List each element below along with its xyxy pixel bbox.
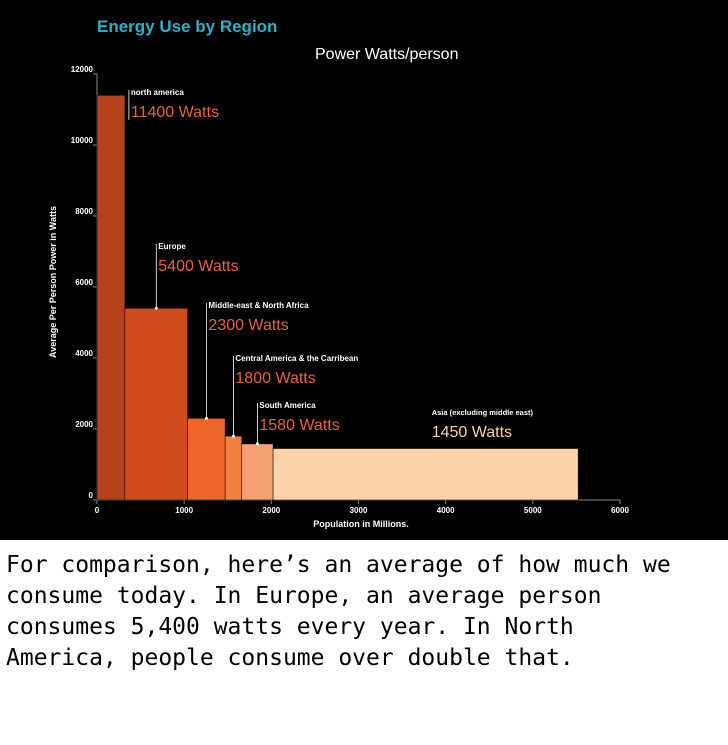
bar-3 xyxy=(224,435,242,501)
y-tick-label: 8000 xyxy=(75,207,93,216)
region-value-label: 1800 Watts xyxy=(235,370,315,387)
region-value-label: 11400 Watts xyxy=(131,104,219,121)
region-name: South America xyxy=(259,401,316,410)
region-value-label: 1580 Watts xyxy=(259,417,339,434)
bar-4 xyxy=(241,443,274,501)
region-value-label: 1450 Watts xyxy=(432,424,512,441)
leader-dot xyxy=(204,416,208,420)
region-value-label: 5400 Watts xyxy=(158,258,238,275)
caption-line: consume today. In Europe, an average per… xyxy=(6,583,602,609)
y-ticks: 0 2000 4000 6000 8000 10000 12000 xyxy=(71,65,97,501)
bar-2 xyxy=(187,418,226,501)
caption-line: consumes 5,400 watts every year. In Nort… xyxy=(6,614,574,640)
x-ticks: 0 1000 2000 3000 4000 5000 6000 xyxy=(95,500,629,515)
region-name: north america xyxy=(131,88,184,97)
x-tick-label: 2000 xyxy=(262,506,280,515)
x-tick-label: 0 xyxy=(95,506,100,515)
x-axis-label: Population in Millions. xyxy=(313,519,409,529)
region-name: Central America & the Carribean xyxy=(235,354,358,363)
region-name: Middle-east & North Africa xyxy=(208,301,309,310)
x-tick-label: 5000 xyxy=(524,506,542,515)
y-axis-label: Average Per Person Power in Watts xyxy=(48,206,58,358)
annotations: north america 11400 Watts Europe 5400 Watts… xyxy=(128,88,534,446)
bars xyxy=(96,95,579,501)
region-name: Europe xyxy=(158,242,186,251)
y-tick-label: 12000 xyxy=(71,65,94,74)
x-tick-label: 3000 xyxy=(350,506,368,515)
slide-caption: For comparison, here’s an average of how… xyxy=(6,550,724,674)
leader-dot xyxy=(255,442,259,446)
y-tick-label: 6000 xyxy=(75,278,93,287)
chart-svg: 0 2000 4000 6000 8000 10000 12000 0 1000 2000 300… xyxy=(48,65,629,529)
chart-subtitle: Power Watts/person xyxy=(315,46,459,63)
region-value-label: 2300 Watts xyxy=(208,317,288,334)
caption-line: For comparison, here’s an average of how… xyxy=(6,552,671,578)
caption-line: America, people consume over double that… xyxy=(6,645,574,671)
chart-title: Energy Use by Region xyxy=(97,17,278,36)
bar-0 xyxy=(96,95,126,501)
region-name: Asia (excluding middle east) xyxy=(432,408,534,417)
y-tick-label: 10000 xyxy=(71,136,94,145)
leader-dot xyxy=(231,434,235,438)
x-tick-label: 1000 xyxy=(175,506,193,515)
y-tick-label: 0 xyxy=(89,491,94,500)
bar-1 xyxy=(124,308,188,501)
leader-dot xyxy=(154,306,158,310)
bar-5 xyxy=(272,448,579,501)
x-tick-label: 6000 xyxy=(611,506,629,515)
y-tick-label: 4000 xyxy=(75,349,93,358)
chart-figure: Energy Use by Region Power Watts/person … xyxy=(0,0,728,540)
x-tick-label: 4000 xyxy=(437,506,455,515)
y-tick-label: 2000 xyxy=(75,420,93,429)
